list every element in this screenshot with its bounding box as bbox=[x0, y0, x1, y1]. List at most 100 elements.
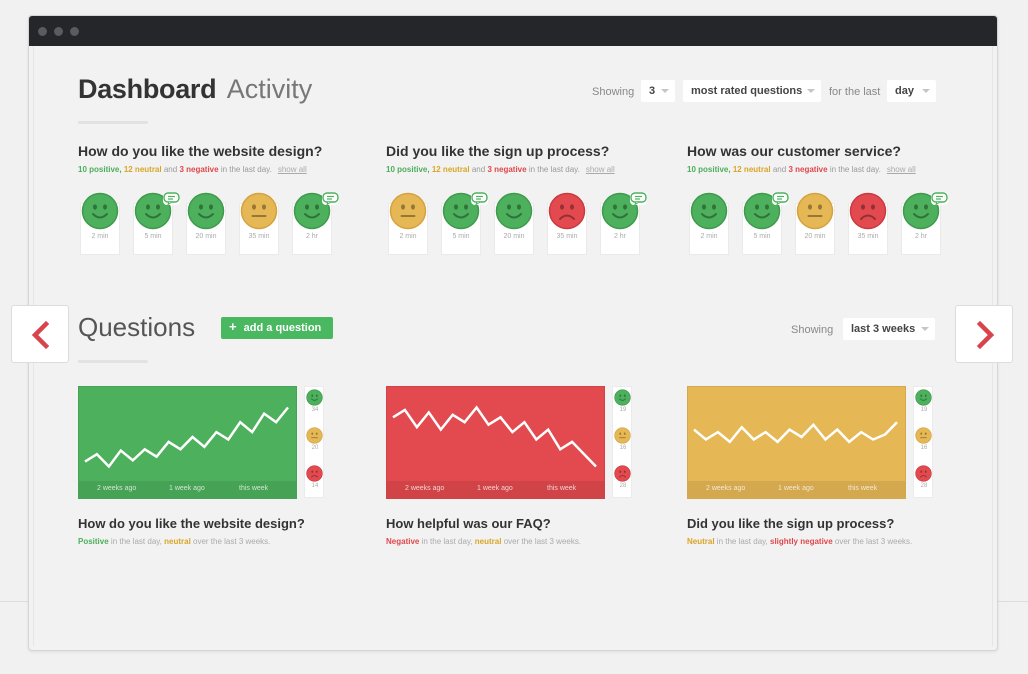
summary-positive: 10 positive, bbox=[78, 165, 122, 174]
window-dot-icon[interactable] bbox=[54, 27, 63, 36]
negative-face-icon bbox=[849, 192, 887, 230]
activity-summary: 10 positive, 12 neutral and 3 negative i… bbox=[386, 165, 615, 174]
previous-button[interactable] bbox=[11, 305, 69, 363]
activity-question-title: How do you like the website design? bbox=[78, 143, 323, 159]
question-type-select[interactable]: most rated questions bbox=[683, 80, 821, 102]
summary-neutral: 12 neutral bbox=[123, 165, 162, 174]
summary-tail: in the last day. bbox=[528, 165, 580, 174]
question-title[interactable]: How helpful was our FAQ? bbox=[386, 516, 551, 531]
trend-chart[interactable]: 2 weeks ago 1 week ago this week bbox=[386, 386, 605, 499]
period-select[interactable]: day bbox=[887, 80, 936, 102]
comment-bubble-icon[interactable] bbox=[322, 192, 339, 205]
comment-bubble-icon[interactable] bbox=[471, 192, 488, 205]
window-dot-icon[interactable] bbox=[38, 27, 47, 36]
positive-face-icon bbox=[293, 192, 331, 230]
neutral-face-icon[interactable] bbox=[306, 427, 323, 444]
neutral-face-icon[interactable] bbox=[915, 427, 932, 444]
chevron-left-icon bbox=[31, 320, 50, 350]
negative-face-icon[interactable] bbox=[306, 465, 323, 482]
positive-face-icon[interactable] bbox=[306, 389, 323, 406]
window-dot-icon[interactable] bbox=[70, 27, 79, 36]
neutral-face-icon bbox=[389, 192, 427, 230]
summary-tail: in the last day. bbox=[220, 165, 272, 174]
trend-chart[interactable]: 2 weeks ago 1 week ago this week bbox=[78, 386, 297, 499]
period-label: for the last bbox=[829, 86, 881, 98]
summary-text: neutral bbox=[474, 537, 502, 546]
summary-text: slightly negative bbox=[770, 537, 833, 546]
positive-face-icon bbox=[601, 192, 639, 230]
positive-face-icon[interactable] bbox=[915, 389, 932, 406]
chart-axis-label: 2 weeks ago bbox=[405, 485, 445, 492]
questions-showing-label: Showing bbox=[791, 324, 834, 336]
add-question-label: add a question bbox=[243, 322, 322, 334]
browser-window: Dashboard Activity Showing 3 most rated … bbox=[28, 15, 998, 651]
neutral-face-icon bbox=[240, 192, 278, 230]
summary-show-all[interactable]: show all bbox=[277, 165, 307, 174]
positive-face-icon[interactable] bbox=[614, 389, 631, 406]
summary-text: neutral bbox=[164, 537, 191, 546]
chevron-down-icon bbox=[921, 327, 929, 331]
questions-underline bbox=[78, 360, 148, 363]
feedback-time: 20 min bbox=[195, 233, 217, 240]
summary-positive: 10 positive, bbox=[386, 165, 430, 174]
feedback-time: 2 min bbox=[399, 233, 417, 240]
summary-and: and bbox=[163, 165, 178, 174]
summary-text: over the last 3 weeks. bbox=[832, 537, 913, 546]
positive-face-icon bbox=[442, 192, 480, 230]
negative-face-icon[interactable] bbox=[614, 465, 631, 482]
count-select[interactable]: 3 bbox=[641, 80, 675, 102]
question-title[interactable]: How do you like the website design? bbox=[78, 516, 305, 531]
summary-tail: in the last day. bbox=[829, 165, 881, 174]
summary-neutral: 12 neutral bbox=[431, 165, 470, 174]
next-button[interactable] bbox=[955, 305, 1013, 363]
feedback-time: 35 min bbox=[857, 233, 879, 240]
positive-face-icon bbox=[902, 192, 940, 230]
summary-negative: 3 negative bbox=[788, 165, 828, 174]
mood-count: 16 bbox=[920, 445, 928, 451]
trend-line bbox=[84, 406, 289, 469]
neutral-face-icon[interactable] bbox=[614, 427, 631, 444]
summary-show-all[interactable]: show all bbox=[585, 165, 615, 174]
question-title[interactable]: Did you like the sign up process? bbox=[687, 516, 895, 531]
comment-bubble-icon[interactable] bbox=[163, 192, 180, 205]
question-summary: Neutral in the last day, slightly negati… bbox=[687, 537, 912, 546]
feedback-time: 2 hr bbox=[914, 233, 928, 240]
summary-and: and bbox=[772, 165, 787, 174]
feedback-time: 5 min bbox=[452, 233, 470, 240]
questions-title: Questions bbox=[78, 312, 196, 342]
add-question-button[interactable]: + add a question bbox=[221, 317, 333, 339]
activity-summary: 10 positive, 12 neutral and 3 negative i… bbox=[78, 165, 307, 174]
feedback-time: 35 min bbox=[248, 233, 270, 240]
summary-text: in the last day, bbox=[108, 537, 165, 546]
trend-chart[interactable]: 2 weeks ago 1 week ago this week bbox=[687, 386, 906, 499]
period-select-value: day bbox=[895, 85, 914, 97]
activity-question-title: Did you like the sign up process? bbox=[386, 143, 610, 159]
positive-face-icon bbox=[690, 192, 728, 230]
page-title-bold: Dashboard bbox=[78, 74, 217, 104]
summary-text: Positive bbox=[78, 537, 109, 546]
feedback-time: 2 min bbox=[700, 233, 718, 240]
summary-show-all[interactable]: show all bbox=[886, 165, 916, 174]
activity-summary: 10 positive, 12 neutral and 3 negative i… bbox=[687, 165, 916, 174]
mood-count-panel: 19 16 28 bbox=[612, 386, 632, 498]
mood-count: 19 bbox=[619, 407, 627, 413]
feedback-time: 2 min bbox=[91, 233, 109, 240]
summary-text: in the last day, bbox=[714, 537, 770, 546]
page-title: Dashboard Activity bbox=[78, 74, 312, 105]
showing-label: Showing bbox=[592, 86, 635, 98]
comment-bubble-icon[interactable] bbox=[931, 192, 948, 205]
comment-bubble-icon[interactable] bbox=[772, 192, 789, 205]
feedback-time: 2 hr bbox=[305, 233, 319, 240]
trend-line bbox=[693, 421, 898, 444]
positive-face-icon bbox=[495, 192, 533, 230]
chart-axis-label: this week bbox=[239, 485, 269, 492]
negative-face-icon[interactable] bbox=[915, 465, 932, 482]
window-titlebar bbox=[29, 16, 997, 46]
count-select-value: 3 bbox=[649, 85, 656, 97]
comment-bubble-icon[interactable] bbox=[630, 192, 647, 205]
feedback-time: 20 min bbox=[804, 233, 826, 240]
summary-neutral: 12 neutral bbox=[732, 165, 771, 174]
chart-axis-label: 2 weeks ago bbox=[97, 485, 137, 492]
mood-count: 14 bbox=[311, 483, 319, 489]
questions-period-select[interactable]: last 3 weeks bbox=[843, 318, 935, 340]
